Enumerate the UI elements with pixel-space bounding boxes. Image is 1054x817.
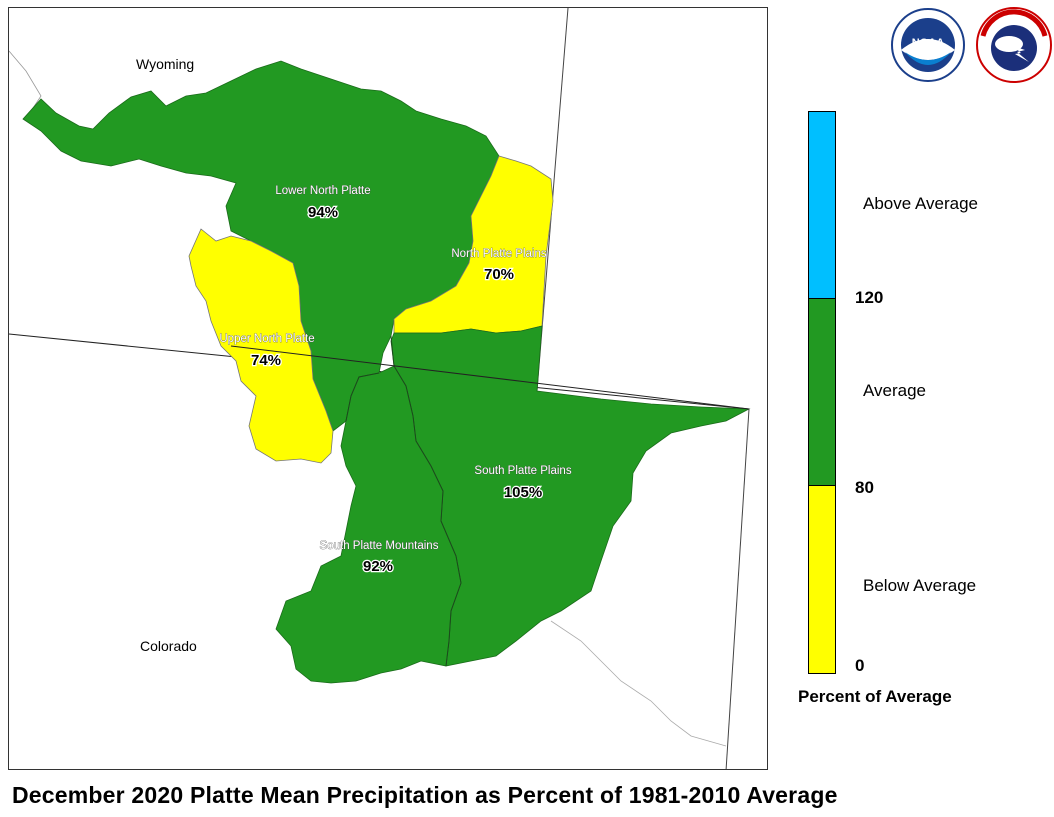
state-boundary-wy-co-overlay <box>230 345 750 410</box>
legend-label-above: Above Average <box>863 194 978 213</box>
legend-tick-80: 80 <box>855 478 874 497</box>
basin-label-lower-north-platte: Lower North Platte <box>275 185 370 197</box>
noaa-logo: NOAA <box>891 8 965 87</box>
basin-percent-lower-north-platte: 94% <box>308 204 338 221</box>
legend-color-bar <box>808 111 836 674</box>
basin-percent-upper-north-platte: 74% <box>251 352 281 369</box>
basin-label-north-platte-plains: North Platte Plains <box>451 248 546 260</box>
basin-divide <box>390 335 462 667</box>
legend-swatch-below <box>809 486 835 673</box>
basin-label-south-platte-plains: South Platte Plains <box>474 465 571 477</box>
minor-boundary <box>550 620 727 747</box>
map-frame: Lower North Platte 94% North Platte Plai… <box>8 7 768 770</box>
legend-tick-120: 120 <box>855 288 884 307</box>
legend-swatch-above <box>809 112 835 298</box>
legend-label-below: Below Average <box>863 576 977 595</box>
state-label-colorado: Colorado <box>140 638 197 654</box>
minor-boundary <box>9 50 42 112</box>
basin-label-south-platte-mountains: South Platte Mountains <box>320 540 439 552</box>
nws-logo <box>975 6 1053 89</box>
legend-swatch-average <box>809 298 835 486</box>
legend-tick-0: 0 <box>855 656 865 675</box>
legend-title: Percent of Average <box>798 687 952 706</box>
basin-divide <box>345 372 380 422</box>
map-title: December 2020 Platte Mean Precipitation … <box>12 782 838 808</box>
basin-percent-north-platte-plains: 70% <box>484 266 514 283</box>
state-label-wyoming: Wyoming <box>136 56 195 72</box>
legend-label-average: Average <box>863 381 927 400</box>
basin-label-upper-north-platte: Upper North Platte <box>219 333 314 345</box>
basin-percent-south-platte-mountains: 92% <box>363 558 393 575</box>
state-boundary-ks <box>725 408 750 769</box>
basin-map: Lower North Platte 94% North Platte Plai… <box>9 8 751 769</box>
basin-percent-south-platte-plains: 105% <box>504 484 542 501</box>
basin-upper-north-platte[interactable] <box>188 228 334 464</box>
svg-text:NOAA: NOAA <box>912 37 944 49</box>
